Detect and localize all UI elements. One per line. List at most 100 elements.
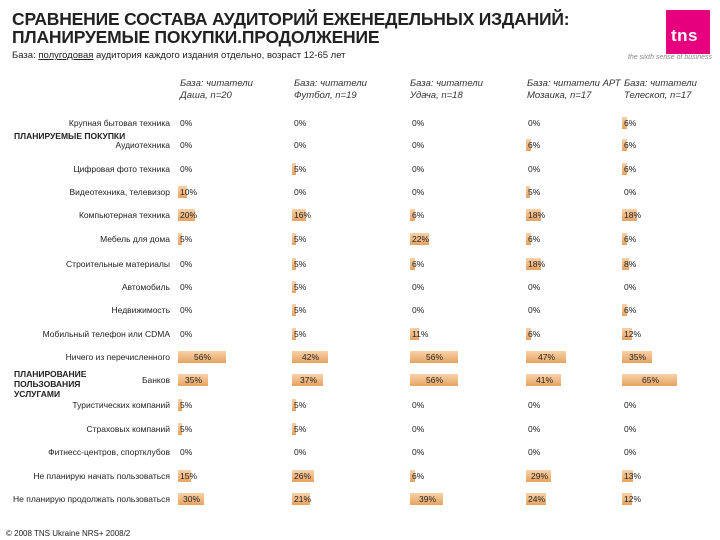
value-bar [410,493,443,505]
value-bar [622,493,632,505]
value-label: 5% [294,234,307,244]
value-bar [178,493,204,505]
value-label: 42% [302,352,320,362]
value-label: 29% [531,471,549,481]
title-line-1: СРАВНЕНИЕ СОСТАВА АУДИТОРИЙ ЕЖЕНЕДЕЛЬНЫХ… [12,9,570,29]
row-label: Ничего из перечисленного [65,352,170,362]
row-label: Банков [141,375,170,385]
value-bar [292,304,296,316]
value-bar [526,351,566,363]
value-label: 18% [624,210,642,220]
value-label: 0% [180,259,193,269]
row-label: Не планирую начать пользоваться [33,471,170,481]
value-label: 0% [412,282,425,292]
value-bar [292,163,296,175]
value-bar [526,328,531,340]
value-bar [292,423,296,435]
value-label: 18% [528,210,546,220]
value-label: 0% [180,447,193,457]
value-bar [622,351,652,363]
value-bar [292,328,296,340]
value-label: 0% [180,140,193,150]
value-label: 12% [624,494,642,504]
column-header-3: База: читатели Удача, n=18 [410,78,483,101]
value-label: 0% [528,282,541,292]
value-label: 41% [536,375,554,385]
value-bar [178,423,182,435]
logo-tagline: the sixth sense of business [627,54,712,61]
value-label: 21% [294,494,312,504]
value-bar [292,209,306,221]
subtitle-underlined: полугодовая [38,50,94,61]
value-label: 37% [300,375,318,385]
value-label: 6% [624,164,637,174]
value-bar [292,233,296,245]
value-bar [410,351,458,363]
row-label: Туристических компаний [72,400,170,410]
value-bar [292,281,296,293]
value-bar [292,374,323,386]
row-label: Недвижимость [111,305,170,315]
value-label: 20% [180,210,198,220]
value-label: 56% [426,352,444,362]
value-bar [526,493,546,505]
row-label: Автомобиль [121,282,170,292]
value-label: 0% [180,305,193,315]
value-label: 56% [426,375,444,385]
title-line-2: ПЛАНИРУЕМЫЕ ПОКУПКИ.ПРОДОЛЖЕНИЕ [12,27,380,47]
value-label: 10% [180,187,198,197]
column-header-2: База: читатели Футбол, n=19 [294,78,367,101]
row-label: Мебель для дома [100,234,170,244]
column-header-4: База: читатели АРТ Мозаика, n=17 [527,78,621,101]
value-bar [410,374,458,386]
value-label: 0% [412,400,425,410]
value-label: 0% [624,447,637,457]
value-label: 6% [412,210,425,220]
value-label: 5% [180,400,193,410]
value-label: 0% [528,424,541,434]
value-label: 0% [294,118,307,128]
value-label: 24% [528,494,546,504]
subtitle-prefix: База: [12,50,39,61]
value-bar [526,374,561,386]
value-bar [622,117,627,129]
value-bar [292,493,310,505]
value-label: 35% [629,352,647,362]
value-label: 6% [528,140,541,150]
value-bar [622,209,637,221]
value-label: 6% [412,259,425,269]
value-label: 0% [180,164,193,174]
value-label: 47% [538,352,556,362]
value-bar [526,139,531,151]
value-label: 0% [294,187,307,197]
row-label: Аудиотехника [115,140,170,150]
value-bar [178,186,187,198]
value-bar [526,186,530,198]
value-label: 0% [624,282,637,292]
value-bar [178,374,208,386]
value-label: 0% [624,187,637,197]
value-bar [526,233,531,245]
value-label: 0% [624,424,637,434]
value-bar [292,470,314,482]
value-bar [410,209,415,221]
value-label: 22% [412,234,430,244]
value-label: 0% [528,400,541,410]
value-label: 5% [294,424,307,434]
value-label: 18% [528,259,546,269]
column-header-1: База: читатели Даша, n=20 [180,78,253,101]
value-label: 35% [185,375,203,385]
value-bar [622,233,627,245]
value-label: 0% [294,447,307,457]
value-label: 5% [528,187,541,197]
value-label: 0% [412,164,425,174]
value-bar [622,304,627,316]
slide-title: СРАВНЕНИЕ СОСТАВА АУДИТОРИЙ ЕЖЕНЕДЕЛЬНЫХ… [12,10,652,46]
value-label: 0% [412,140,425,150]
value-bar [292,351,328,363]
row-label: Крупная бытовая техника [68,118,170,128]
row-label: Цифровая фото техника [73,164,170,174]
value-bar [178,470,191,482]
value-label: 6% [624,305,637,315]
value-bar [410,470,415,482]
